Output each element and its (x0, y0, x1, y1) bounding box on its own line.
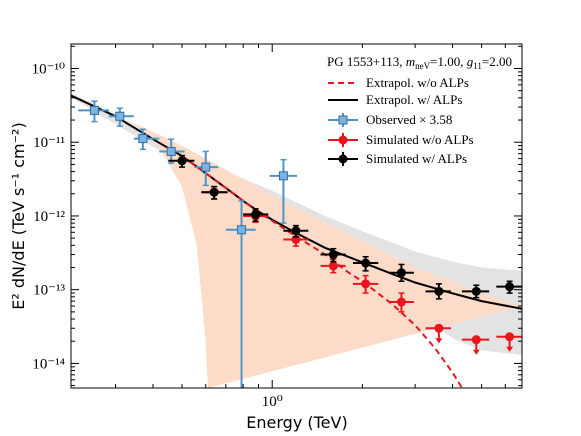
marker-circle (328, 261, 338, 271)
data-point (320, 247, 346, 263)
data-point (388, 292, 414, 313)
upper-limit-arrowhead (472, 349, 480, 355)
marker-circle (291, 226, 301, 236)
data-point (78, 100, 109, 123)
y-axis-label: E² dN/dE (TeV s⁻¹ cm⁻²) (9, 122, 28, 309)
data-point (461, 284, 490, 299)
legend-entry-extrapol_no_alps: Extrapol. w/o ALPs (328, 75, 469, 90)
data-point (352, 274, 379, 294)
marker-circle (177, 156, 187, 166)
marker-circle (396, 297, 406, 307)
marker-circle (396, 268, 406, 278)
legend-label: Simulated w/o ALPs (366, 132, 474, 147)
x-axis-label: Energy (TeV) (246, 413, 347, 432)
marker-square (115, 111, 125, 121)
series-observed (78, 100, 298, 388)
legend-marker-circle (338, 135, 348, 145)
marker-circle (505, 282, 515, 292)
marker-square (138, 134, 148, 144)
legend: PG 1553+113, mneV=1.00, g11=2.00 Extrapo… (327, 54, 512, 166)
data-point (194, 150, 219, 187)
legend-title: PG 1553+113, mneV=1.00, g11=2.00 (327, 54, 512, 71)
tick-labels: 10⁻¹⁴ 10⁻¹³ 10⁻¹² 10⁻¹¹ 10⁻¹⁰ 10⁰ (32, 62, 283, 410)
marker-circle (209, 187, 219, 197)
legend-label: Extrapol. w/o ALPs (366, 75, 469, 90)
legend-entry-sim_no_alps: Simulated w/o ALPs (328, 132, 474, 147)
marker-circle (434, 323, 444, 333)
marker-circle (471, 286, 481, 296)
legend-entry-sim_alps: Simulated w/ ALPs (328, 151, 467, 166)
legend-label: Simulated w/ ALPs (366, 151, 467, 166)
marker-circle (328, 250, 338, 260)
x-tick-label: 10⁰ (262, 394, 283, 410)
marker-circle (434, 286, 444, 296)
marker-circle (361, 279, 371, 289)
y-tick-label: 10⁻¹¹ (33, 135, 65, 151)
data-points (78, 100, 522, 388)
data-point (425, 323, 451, 344)
legend-label: Extrapol. w/ ALPs (366, 92, 462, 107)
data-point (388, 263, 414, 283)
y-tick-label: 10⁻¹⁴ (32, 356, 65, 372)
data-point (168, 154, 195, 168)
data-point (201, 185, 228, 200)
data-point (283, 224, 309, 238)
marker-square (89, 105, 99, 115)
y-tick-label: 10⁻¹³ (33, 283, 65, 299)
marker-circle (251, 209, 261, 219)
legend-entry-extrapol_alps: Extrapol. w/ ALPs (328, 92, 462, 107)
series-sim_alps (168, 154, 522, 300)
y-tick-label: 10⁻¹⁰ (32, 62, 65, 78)
data-point (159, 138, 185, 164)
marker-circle (471, 335, 481, 345)
marker-square (201, 162, 211, 172)
data-point (243, 208, 269, 222)
data-point (108, 107, 134, 127)
data-point (496, 280, 522, 294)
axis-ticks (71, 44, 522, 388)
data-point (225, 200, 256, 388)
legend-marker-square (338, 115, 348, 125)
legend-marker-circle (338, 154, 348, 164)
marker-square (166, 146, 176, 156)
data-point (425, 283, 451, 300)
marker-square (237, 225, 247, 235)
data-point (461, 335, 490, 355)
data-point (352, 255, 379, 272)
y-tick-label: 10⁻¹² (33, 209, 65, 225)
marker-circle (505, 332, 515, 342)
data-point (133, 128, 160, 151)
marker-square (278, 171, 288, 181)
data-point (269, 158, 298, 224)
upper-limit-arrowhead (435, 338, 443, 344)
upper-limit-arrowhead (506, 346, 514, 352)
marker-circle (361, 258, 371, 268)
legend-label: Observed × 3.58 (366, 112, 452, 127)
legend-entry-observed: Observed × 3.58 (328, 112, 452, 127)
data-point (496, 332, 522, 352)
